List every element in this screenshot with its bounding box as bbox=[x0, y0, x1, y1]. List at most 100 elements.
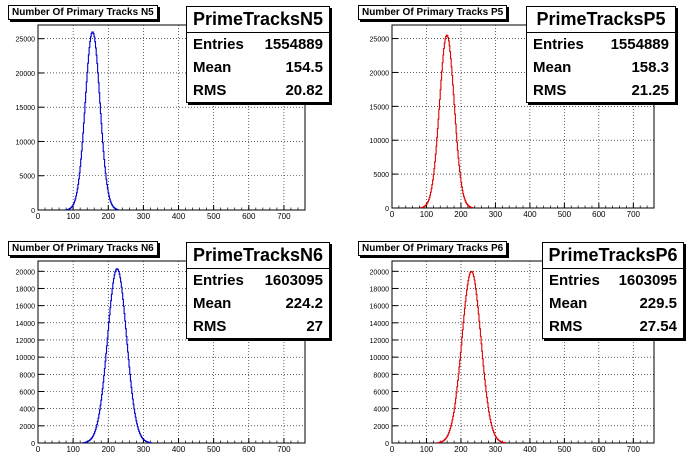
histogram-curve bbox=[420, 34, 474, 209]
x-tick-label: 200 bbox=[102, 445, 116, 454]
y-tick-label: 8000 bbox=[373, 372, 389, 379]
histogram-plot-p6: 0 100 200 300 400 500 600 700 0 2000 4000 6000 8000 1… bbox=[370, 260, 655, 454]
y-tick-label: 25000 bbox=[16, 37, 36, 44]
x-tick-label: 500 bbox=[558, 210, 572, 219]
stats-mean-value: 158.3 bbox=[631, 59, 669, 76]
x-tick-label: 300 bbox=[137, 212, 151, 221]
histogram-panel-n6: 0 100 200 300 400 500 600 700 0 2000 4000 6000 8000 1… bbox=[0, 236, 348, 472]
x-tick-label: 400 bbox=[523, 445, 537, 454]
y-tick-label: 18000 bbox=[370, 286, 390, 293]
stats-rms-value: 20.82 bbox=[285, 82, 323, 99]
plot-title: Number Of Primary Tracks P5 bbox=[358, 5, 508, 20]
stats-entries-value: 1554889 bbox=[264, 36, 323, 53]
x-tick-label: 0 bbox=[390, 445, 395, 454]
x-tick-label: 400 bbox=[523, 210, 537, 219]
stats-name: PrimeTracksN5 bbox=[187, 7, 329, 33]
y-tick-label: 6000 bbox=[373, 389, 389, 396]
histogram-curve bbox=[65, 31, 119, 211]
x-tick-label: 100 bbox=[66, 212, 80, 221]
stats-mean-row: Mean 158.3 bbox=[527, 56, 675, 79]
stats-mean-value: 224.2 bbox=[285, 295, 323, 312]
y-tick-label: 20000 bbox=[16, 269, 36, 276]
x-tick-label: 100 bbox=[66, 445, 80, 454]
x-tick-label: 600 bbox=[242, 445, 256, 454]
histogram-panel-p5: 0 100 200 300 400 500 600 700 0 5000 10000 15000 200… bbox=[348, 0, 696, 236]
x-tick-label: 600 bbox=[592, 445, 606, 454]
y-tick-label: 10000 bbox=[16, 355, 36, 362]
y-tick-label: 14000 bbox=[16, 321, 36, 328]
x-tick-label: 300 bbox=[137, 445, 151, 454]
stats-entries-row: Entries 1554889 bbox=[187, 33, 329, 56]
stats-entries-value: 1554889 bbox=[610, 36, 669, 53]
stats-name: PrimeTracksP5 bbox=[527, 7, 675, 33]
x-tick-label: 500 bbox=[558, 445, 572, 454]
stats-rms-row: RMS 27.54 bbox=[543, 315, 683, 338]
stats-rms-value: 27.54 bbox=[639, 318, 677, 335]
y-tick-label: 5000 bbox=[19, 174, 35, 181]
x-tick-label: 700 bbox=[277, 445, 291, 454]
y-tick-label: 16000 bbox=[370, 304, 390, 311]
histogram-curve bbox=[436, 270, 506, 444]
y-tick-label: 0 bbox=[31, 441, 35, 448]
y-tick-label: 12000 bbox=[16, 338, 36, 345]
stats-entries-row: Entries 1603095 bbox=[187, 269, 329, 292]
stats-label: Entries bbox=[533, 36, 584, 53]
stats-rms-row: RMS 20.82 bbox=[187, 79, 329, 102]
y-tick-label: 10000 bbox=[370, 355, 390, 362]
stats-label: Mean bbox=[533, 59, 572, 76]
y-tick-label: 4000 bbox=[373, 407, 389, 414]
x-tick-label: 100 bbox=[420, 445, 434, 454]
y-tick-label: 20000 bbox=[370, 269, 390, 276]
stats-mean-row: Mean 224.2 bbox=[187, 292, 329, 315]
y-tick-label: 2000 bbox=[373, 424, 389, 431]
histogram-panel-n5: 0 100 200 300 400 500 600 700 0 5000 10000 15000 200… bbox=[0, 0, 348, 236]
stats-label: Mean bbox=[549, 295, 588, 312]
y-tick-label: 12000 bbox=[370, 338, 390, 345]
stats-mean-value: 154.5 bbox=[285, 59, 323, 76]
y-tick-label: 2000 bbox=[19, 424, 35, 431]
y-tick-label: 20000 bbox=[370, 70, 390, 77]
stats-box: PrimeTracksP6 Entries 1603095 Mean 229.5 R… bbox=[542, 242, 684, 339]
stats-label: Entries bbox=[193, 36, 244, 53]
x-tick-label: 0 bbox=[36, 445, 41, 454]
stats-name: PrimeTracksP6 bbox=[543, 243, 683, 269]
stats-rms-row: RMS 21.25 bbox=[527, 79, 675, 102]
stats-mean-value: 229.5 bbox=[639, 295, 677, 312]
y-tick-label: 16000 bbox=[16, 304, 36, 311]
stats-box: PrimeTracksN5 Entries 1554889 Mean 154.5 R… bbox=[186, 6, 330, 103]
y-tick-label: 0 bbox=[385, 206, 389, 213]
x-tick-label: 400 bbox=[172, 445, 186, 454]
stats-box: PrimeTracksP5 Entries 1554889 Mean 158.3 R… bbox=[526, 6, 676, 103]
y-tick-label: 6000 bbox=[19, 389, 35, 396]
x-tick-label: 600 bbox=[242, 212, 256, 221]
stats-name: PrimeTracksN6 bbox=[187, 243, 329, 269]
x-tick-label: 300 bbox=[489, 210, 503, 219]
plot-title: Number Of Primary Tracks N5 bbox=[8, 5, 158, 20]
plot-title: Number Of Primary Tracks P6 bbox=[358, 241, 508, 256]
stats-label: Mean bbox=[193, 295, 232, 312]
y-tick-label: 25000 bbox=[370, 37, 390, 44]
stats-label: RMS bbox=[193, 82, 227, 99]
x-tick-label: 200 bbox=[454, 445, 468, 454]
y-tick-label: 10000 bbox=[370, 138, 390, 145]
x-tick-label: 700 bbox=[277, 212, 291, 221]
x-tick-label: 400 bbox=[172, 212, 186, 221]
y-tick-label: 10000 bbox=[16, 139, 36, 146]
histogram-panel-p6: 0 100 200 300 400 500 600 700 0 2000 4000 6000 8000 1… bbox=[348, 236, 696, 472]
y-tick-label: 4000 bbox=[19, 407, 35, 414]
x-tick-label: 600 bbox=[592, 210, 606, 219]
x-tick-label: 300 bbox=[489, 445, 503, 454]
x-tick-label: 0 bbox=[390, 210, 395, 219]
x-tick-label: 0 bbox=[36, 212, 41, 221]
y-tick-label: 0 bbox=[31, 208, 35, 215]
stats-label: Entries bbox=[549, 272, 600, 289]
stats-rms-value: 27 bbox=[306, 318, 323, 335]
y-tick-label: 15000 bbox=[370, 104, 390, 111]
y-tick-label: 20000 bbox=[16, 71, 36, 78]
y-tick-label: 8000 bbox=[19, 372, 35, 379]
y-tick-label: 14000 bbox=[370, 321, 390, 328]
histogram-curve bbox=[82, 268, 152, 444]
stats-mean-row: Mean 154.5 bbox=[187, 56, 329, 79]
stats-entries-value: 1603095 bbox=[264, 272, 323, 289]
x-tick-label: 100 bbox=[420, 210, 434, 219]
